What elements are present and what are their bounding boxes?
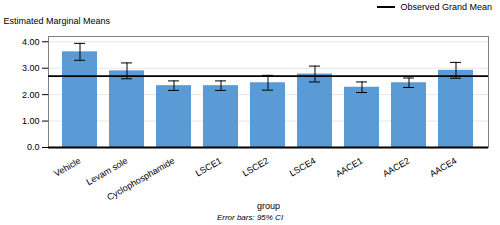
svg-text:Cyclophosphamide: Cyclophosphamide xyxy=(105,156,176,203)
svg-text:Estimated Marginal Means: Estimated Marginal Means xyxy=(4,16,111,26)
svg-text:LSCE1: LSCE1 xyxy=(194,156,224,179)
svg-text:AACE1: AACE1 xyxy=(334,156,365,179)
html-text:Observed Grand Mean: Observed Grand Mean xyxy=(400,2,492,12)
svg-text:3.00: 3.00 xyxy=(22,63,40,73)
html-text:Error bars: 95% CI: Error bars: 95% CI xyxy=(216,213,284,222)
svg-text:AACE4: AACE4 xyxy=(428,156,459,179)
svg-text:4.00: 4.00 xyxy=(22,37,40,47)
svg-text:Vehicle: Vehicle xyxy=(52,156,82,179)
svg-text:Levam sole: Levam sole xyxy=(85,156,130,188)
svg-text:0.0: 0.0 xyxy=(27,142,40,152)
svg-text:LSCE2: LSCE2 xyxy=(241,156,271,179)
svg-text:1.00: 1.00 xyxy=(22,116,40,126)
svg-text:LSCE4: LSCE4 xyxy=(288,156,318,179)
svg-text:AACE2: AACE2 xyxy=(381,156,412,179)
svg-text:group: group xyxy=(257,201,280,211)
svg-text:2.00: 2.00 xyxy=(22,90,40,100)
